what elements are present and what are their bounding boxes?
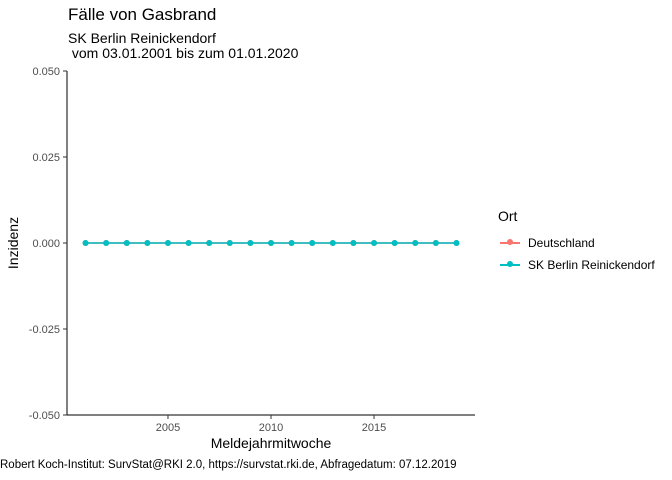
legend-key-sk-berlin-reinickendorf	[498, 254, 522, 276]
legend: Ort Deutschland SK Berlin Reinickendorf	[498, 208, 655, 276]
data-point-sk-berlin-reinickendorf	[288, 240, 295, 246]
data-point-sk-berlin-reinickendorf	[329, 240, 336, 246]
data-point-sk-berlin-reinickendorf	[123, 240, 130, 246]
y-tick-label: 0.000	[32, 238, 60, 250]
y-tick-label: 0.050	[32, 66, 60, 78]
data-point-sk-berlin-reinickendorf	[268, 240, 274, 246]
data-point-sk-berlin-reinickendorf	[371, 240, 378, 246]
data-point-sk-berlin-reinickendorf	[206, 240, 213, 246]
chart-title: Fälle von Gasbrand	[68, 5, 217, 24]
data-point-sk-berlin-reinickendorf	[309, 240, 316, 246]
x-ticks: 2005 2010 2015	[156, 415, 386, 434]
y-axis-title: Inzidenz	[5, 217, 21, 269]
legend-label-deutschland: Deutschland	[528, 236, 595, 250]
data-point-sk-berlin-reinickendorf	[453, 240, 460, 246]
data-point-sk-berlin-reinickendorf	[164, 240, 171, 246]
data-point-sk-berlin-reinickendorf	[226, 240, 233, 246]
legend-item-sk-berlin-reinickendorf: SK Berlin Reinickendorf	[498, 254, 655, 276]
x-tick-label: 2010	[259, 422, 283, 434]
x-tick-label: 2015	[362, 422, 386, 434]
legend-dot	[507, 261, 513, 267]
series-layer	[82, 240, 460, 246]
x-tick-label: 2005	[156, 422, 180, 434]
legend-dot	[507, 239, 513, 245]
y-tick-label: -0.050	[29, 410, 60, 422]
data-point-sk-berlin-reinickendorf	[412, 240, 419, 246]
chart-caption: Robert Koch-Institut: SurvStat@RKI 2.0, …	[0, 459, 457, 471]
data-point-sk-berlin-reinickendorf	[82, 240, 89, 246]
data-point-sk-berlin-reinickendorf	[144, 240, 151, 246]
y-tick-label: -0.025	[29, 324, 60, 336]
data-point-sk-berlin-reinickendorf	[185, 240, 192, 246]
data-point-sk-berlin-reinickendorf	[247, 240, 254, 246]
x-axis-title: Meldejahrmitwoche	[211, 435, 332, 451]
data-point-sk-berlin-reinickendorf	[103, 240, 110, 246]
data-point-sk-berlin-reinickendorf	[391, 240, 398, 246]
chart-subtitle: SK Berlin Reinickendorf vom 03.01.2001 b…	[68, 30, 299, 61]
data-point-sk-berlin-reinickendorf	[432, 240, 439, 246]
legend-key-deutschland	[498, 232, 522, 254]
legend-item-deutschland: Deutschland	[498, 232, 655, 254]
y-ticks: -0.050 -0.025 0.000 0.025 0.050	[29, 66, 67, 422]
data-point-sk-berlin-reinickendorf	[350, 240, 357, 246]
legend-label-sk-berlin-reinickendorf: SK Berlin Reinickendorf	[528, 258, 655, 272]
y-tick-label: 0.025	[32, 152, 60, 164]
legend-title: Ort	[498, 208, 518, 224]
